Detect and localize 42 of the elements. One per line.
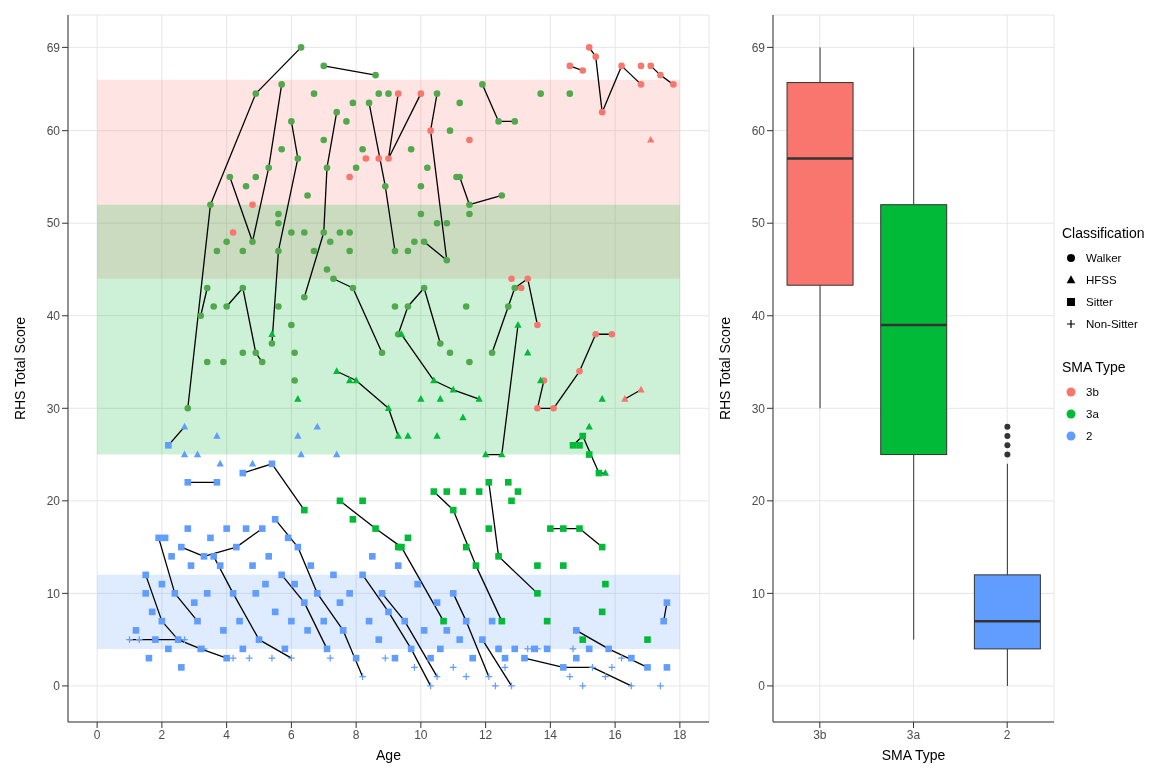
legend-title: Classification: [1062, 225, 1146, 241]
y-tick-label: 0: [758, 679, 766, 694]
y-tick-label: 50: [751, 216, 766, 231]
x-tick-label: 8: [352, 727, 360, 742]
text: Walker: [1086, 252, 1122, 264]
text: HFSS: [1086, 274, 1117, 286]
x-tick-label: 16: [608, 727, 623, 742]
legend-label: 3b: [1086, 386, 1099, 398]
x-tick-label: 14: [543, 727, 558, 742]
x-tick-label: 3b: [813, 727, 827, 742]
x-tick-label: 4: [223, 727, 231, 742]
y-axis-title: RHS Total Score: [716, 316, 733, 421]
text: Sitter: [1086, 296, 1113, 308]
y-tick-label: 20: [751, 494, 766, 509]
x-tick-label: 3a: [906, 727, 921, 742]
y-tick-label: 40: [751, 309, 766, 324]
x-tick-label: 0: [93, 727, 101, 742]
y-tick-label: 0: [53, 679, 61, 694]
x-tick-label: 6: [288, 727, 296, 742]
y-tick-label: 20: [46, 494, 61, 509]
y-tick-label: 30: [46, 401, 61, 416]
y-tick-label: 50: [46, 216, 61, 231]
y-tick-label: 60: [46, 123, 61, 138]
y-tick-label: 10: [46, 586, 61, 601]
x-axis-title: Age: [376, 747, 402, 763]
y-tick-label: 40: [46, 309, 61, 324]
x-tick-label: 2: [1003, 727, 1011, 742]
x-tick-label: 2: [158, 727, 166, 742]
x-axis-title: SMA Type: [881, 747, 946, 763]
y-axis-title: RHS Total Score: [11, 316, 28, 421]
x-tick-label: 10: [414, 727, 428, 742]
y-tick-label: 69: [46, 40, 61, 55]
y-tick-label: 30: [751, 401, 766, 416]
y-tick-label: 10: [751, 586, 766, 601]
legend-title: SMA Type: [1062, 359, 1127, 375]
x-tick-label: 18: [673, 727, 687, 742]
y-tick-label: 69: [751, 40, 766, 55]
text: Non-Sitter: [1086, 318, 1138, 330]
x-tick-label: 12: [478, 727, 493, 742]
y-tick-label: 60: [751, 123, 766, 138]
legend-label: 2: [1086, 430, 1093, 442]
legend-label: 3a: [1086, 408, 1099, 420]
